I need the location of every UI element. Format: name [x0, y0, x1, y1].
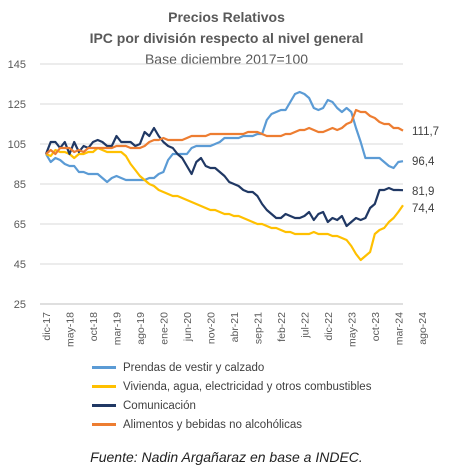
x-tick-label: may-18: [64, 312, 76, 347]
chart-title: Precios Relativos: [168, 9, 285, 25]
legend-swatch-alimentos: [92, 423, 116, 426]
chart-subtitle: IPC por división respecto al nivel gener…: [89, 30, 364, 46]
legend-label-comunicacion: Comunicación: [123, 399, 196, 412]
x-tick-label: ago-24: [417, 312, 429, 345]
legend-item-alimentos: Alimentos y bebidas no alcohólicas: [92, 415, 371, 434]
x-tick-label: oct-23: [370, 312, 382, 341]
x-tick-label: ago-19: [135, 312, 147, 345]
legend-swatch-prendas: [92, 366, 116, 369]
series-line-0: [45, 90, 404, 184]
x-tick-label: feb-22: [276, 312, 288, 342]
x-tick-label: mar-19: [111, 312, 123, 345]
x-tick-label: jul-22: [299, 312, 311, 339]
x-tick-label: dic-22: [323, 312, 335, 341]
legend-swatch-comunicacion: [92, 404, 116, 407]
x-tick-label: dic-17: [41, 312, 53, 341]
x-tick-label: sep-21: [252, 312, 264, 344]
series-line-2: [44, 126, 404, 228]
y-tick-label: 25: [14, 299, 26, 311]
y-tick-label: 105: [8, 139, 26, 151]
legend-item-vivienda: Vivienda, agua, electricidad y otros com…: [92, 377, 371, 396]
y-tick-label: 85: [14, 179, 26, 191]
y-tick-label: 45: [14, 259, 26, 271]
x-tick-label: mar-24: [393, 312, 405, 345]
chart-legend: Prendas de vestir y calzado Vivienda, ag…: [92, 358, 371, 434]
y-tick-label: 145: [8, 59, 26, 71]
series-end-label: 111,7: [412, 126, 439, 138]
chart-base-note: Base diciembre 2017=100: [144, 51, 309, 67]
legend-item-comunicacion: Comunicación: [92, 396, 371, 415]
x-tick-label: oct-18: [88, 312, 100, 341]
series-end-label: 96,4: [412, 156, 435, 168]
legend-label-alimentos: Alimentos y bebidas no alcohólicas: [123, 418, 302, 431]
line-chart: 25 45 65 85 105 125 145 dic-17 may-18 oct-18 mar-…: [8, 59, 439, 347]
legend-item-prendas: Prendas de vestir y calzado: [92, 358, 371, 377]
legend-swatch-vivienda: [92, 385, 116, 388]
y-tick-label: 125: [8, 99, 26, 111]
x-tick-label: may-23: [346, 312, 358, 347]
series-line-1: [45, 146, 404, 262]
y-tick-label: 65: [14, 219, 26, 231]
series-end-label: 74,4: [412, 203, 435, 215]
legend-label-prendas: Prendas de vestir y calzado: [123, 361, 265, 374]
x-tick-label: ene-20: [158, 312, 170, 345]
x-tick-label: jun-20: [182, 312, 194, 342]
source-note: Fuente: Nadin Argañaraz en base a INDEC.: [90, 449, 363, 465]
x-tick-label: nov-20: [205, 312, 217, 344]
x-tick-label: abr-21: [229, 312, 241, 343]
series-end-label: 81,9: [412, 186, 434, 198]
series-line-3: [45, 108, 404, 156]
legend-label-vivienda: Vivienda, agua, electricidad y otros com…: [123, 380, 372, 393]
